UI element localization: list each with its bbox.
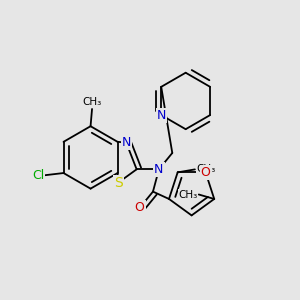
Text: CH₃: CH₃ — [178, 190, 197, 200]
Text: Cl: Cl — [32, 169, 44, 182]
Text: N: N — [157, 109, 166, 122]
Text: S: S — [114, 176, 123, 190]
Text: O: O — [201, 166, 211, 179]
Text: O: O — [135, 202, 145, 214]
Text: CH₃: CH₃ — [82, 97, 102, 106]
Text: N: N — [154, 163, 164, 176]
Text: N: N — [122, 136, 131, 149]
Text: CH₃: CH₃ — [196, 164, 216, 174]
